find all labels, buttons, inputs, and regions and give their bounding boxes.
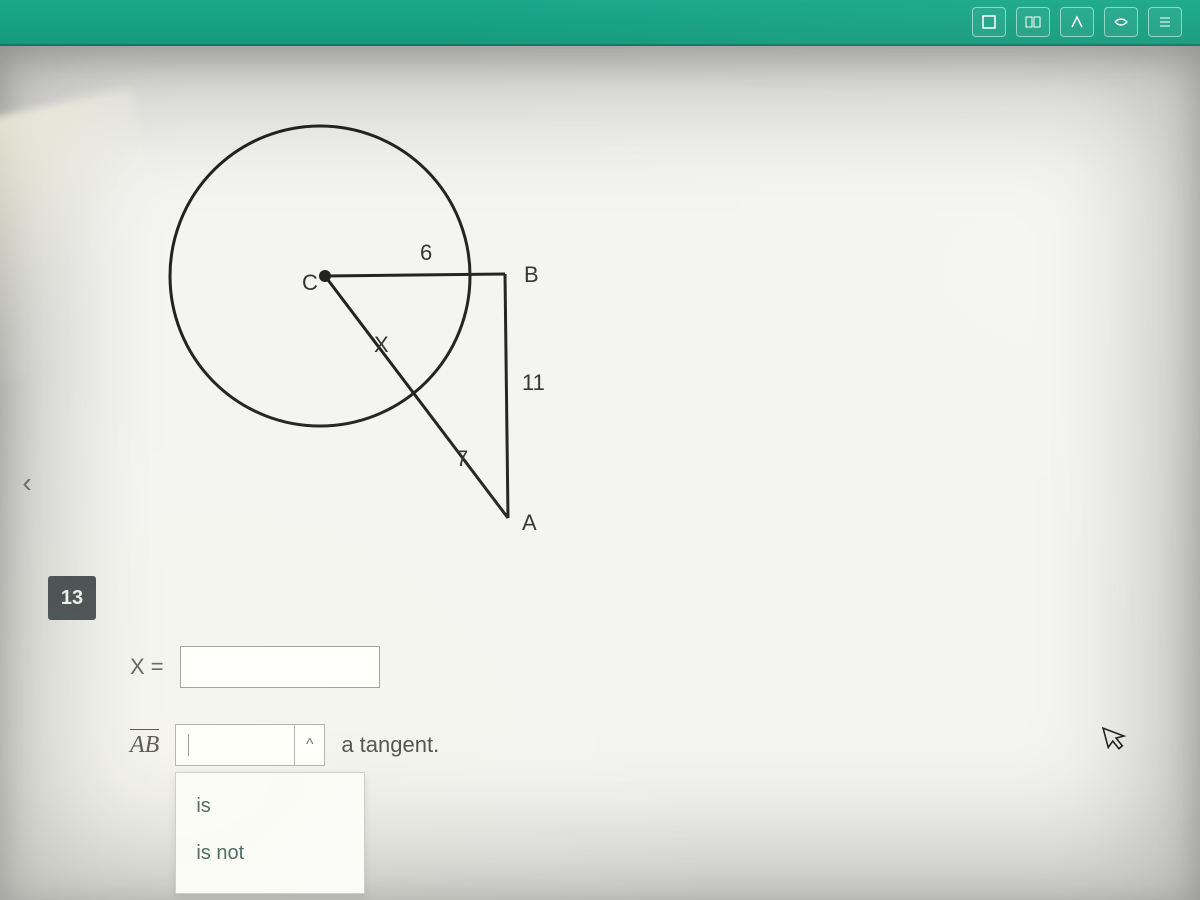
tool-button-5[interactable]	[1148, 7, 1182, 37]
tool-button-4[interactable]	[1104, 7, 1138, 37]
is-isnot-dropdown[interactable]: ^ is is not	[175, 724, 325, 766]
app-topbar	[0, 0, 1200, 46]
segment-ab-label: AB	[130, 732, 159, 759]
svg-text:11: 11	[522, 370, 545, 395]
svg-text:A: A	[522, 510, 537, 535]
x-value-input[interactable]	[180, 646, 380, 688]
answer-block: X = AB ^ is is not a tangent.	[130, 646, 650, 802]
tangent-row: AB ^ is is not a tangent.	[130, 724, 650, 766]
svg-text:7: 7	[456, 446, 468, 471]
work-area: ‹ 13 C B A 6 11 7 X X = AB ^ is is not a tange…	[0, 46, 1200, 900]
tool-button-2[interactable]	[1016, 7, 1050, 37]
geometry-diagram: C B A 6 11 7 X	[130, 106, 650, 576]
question-number-badge: 13	[48, 576, 96, 620]
x-equals-label: X =	[130, 654, 164, 680]
cursor-icon	[1100, 720, 1135, 762]
svg-text:B: B	[524, 262, 539, 287]
dropdown-option-is[interactable]: is	[176, 783, 364, 830]
dropdown-option-isnot[interactable]: is not	[176, 830, 364, 877]
svg-text:6: 6	[420, 240, 432, 265]
tool-button-1[interactable]	[972, 7, 1006, 37]
svg-text:X: X	[374, 332, 389, 357]
dropdown-panel: is is not	[175, 772, 365, 894]
svg-text:C: C	[302, 270, 318, 295]
x-equals-row: X =	[130, 646, 650, 688]
a-tangent-text: a tangent.	[341, 732, 439, 758]
tool-button-3[interactable]	[1060, 7, 1094, 37]
dropdown-toggle[interactable]	[175, 724, 295, 766]
dropdown-caret-icon[interactable]: ^	[294, 724, 325, 766]
prev-question-button[interactable]: ‹	[10, 466, 44, 500]
